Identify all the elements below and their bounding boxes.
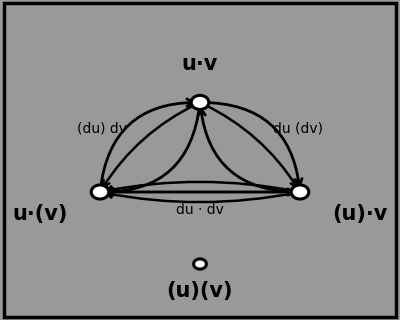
Circle shape [191, 95, 209, 109]
Circle shape [194, 259, 206, 269]
Text: u·v: u·v [182, 54, 218, 74]
Text: du (dv): du (dv) [273, 121, 323, 135]
FancyArrowPatch shape [103, 189, 294, 195]
FancyArrowPatch shape [106, 191, 297, 202]
Circle shape [91, 185, 109, 199]
FancyArrowPatch shape [106, 105, 200, 196]
FancyArrowPatch shape [100, 99, 194, 189]
FancyArrowPatch shape [106, 189, 297, 195]
FancyArrowPatch shape [202, 104, 297, 187]
Text: (du) dv: (du) dv [77, 121, 127, 135]
Circle shape [291, 185, 309, 199]
Text: du · dv: du · dv [176, 203, 224, 217]
Text: (u)·v: (u)·v [332, 204, 388, 224]
FancyArrowPatch shape [203, 102, 302, 186]
FancyArrowPatch shape [198, 108, 297, 192]
FancyArrowPatch shape [106, 182, 297, 193]
Text: (u)(v): (u)(v) [167, 281, 233, 301]
FancyArrowPatch shape [103, 104, 198, 187]
Text: u·(v): u·(v) [12, 204, 68, 224]
